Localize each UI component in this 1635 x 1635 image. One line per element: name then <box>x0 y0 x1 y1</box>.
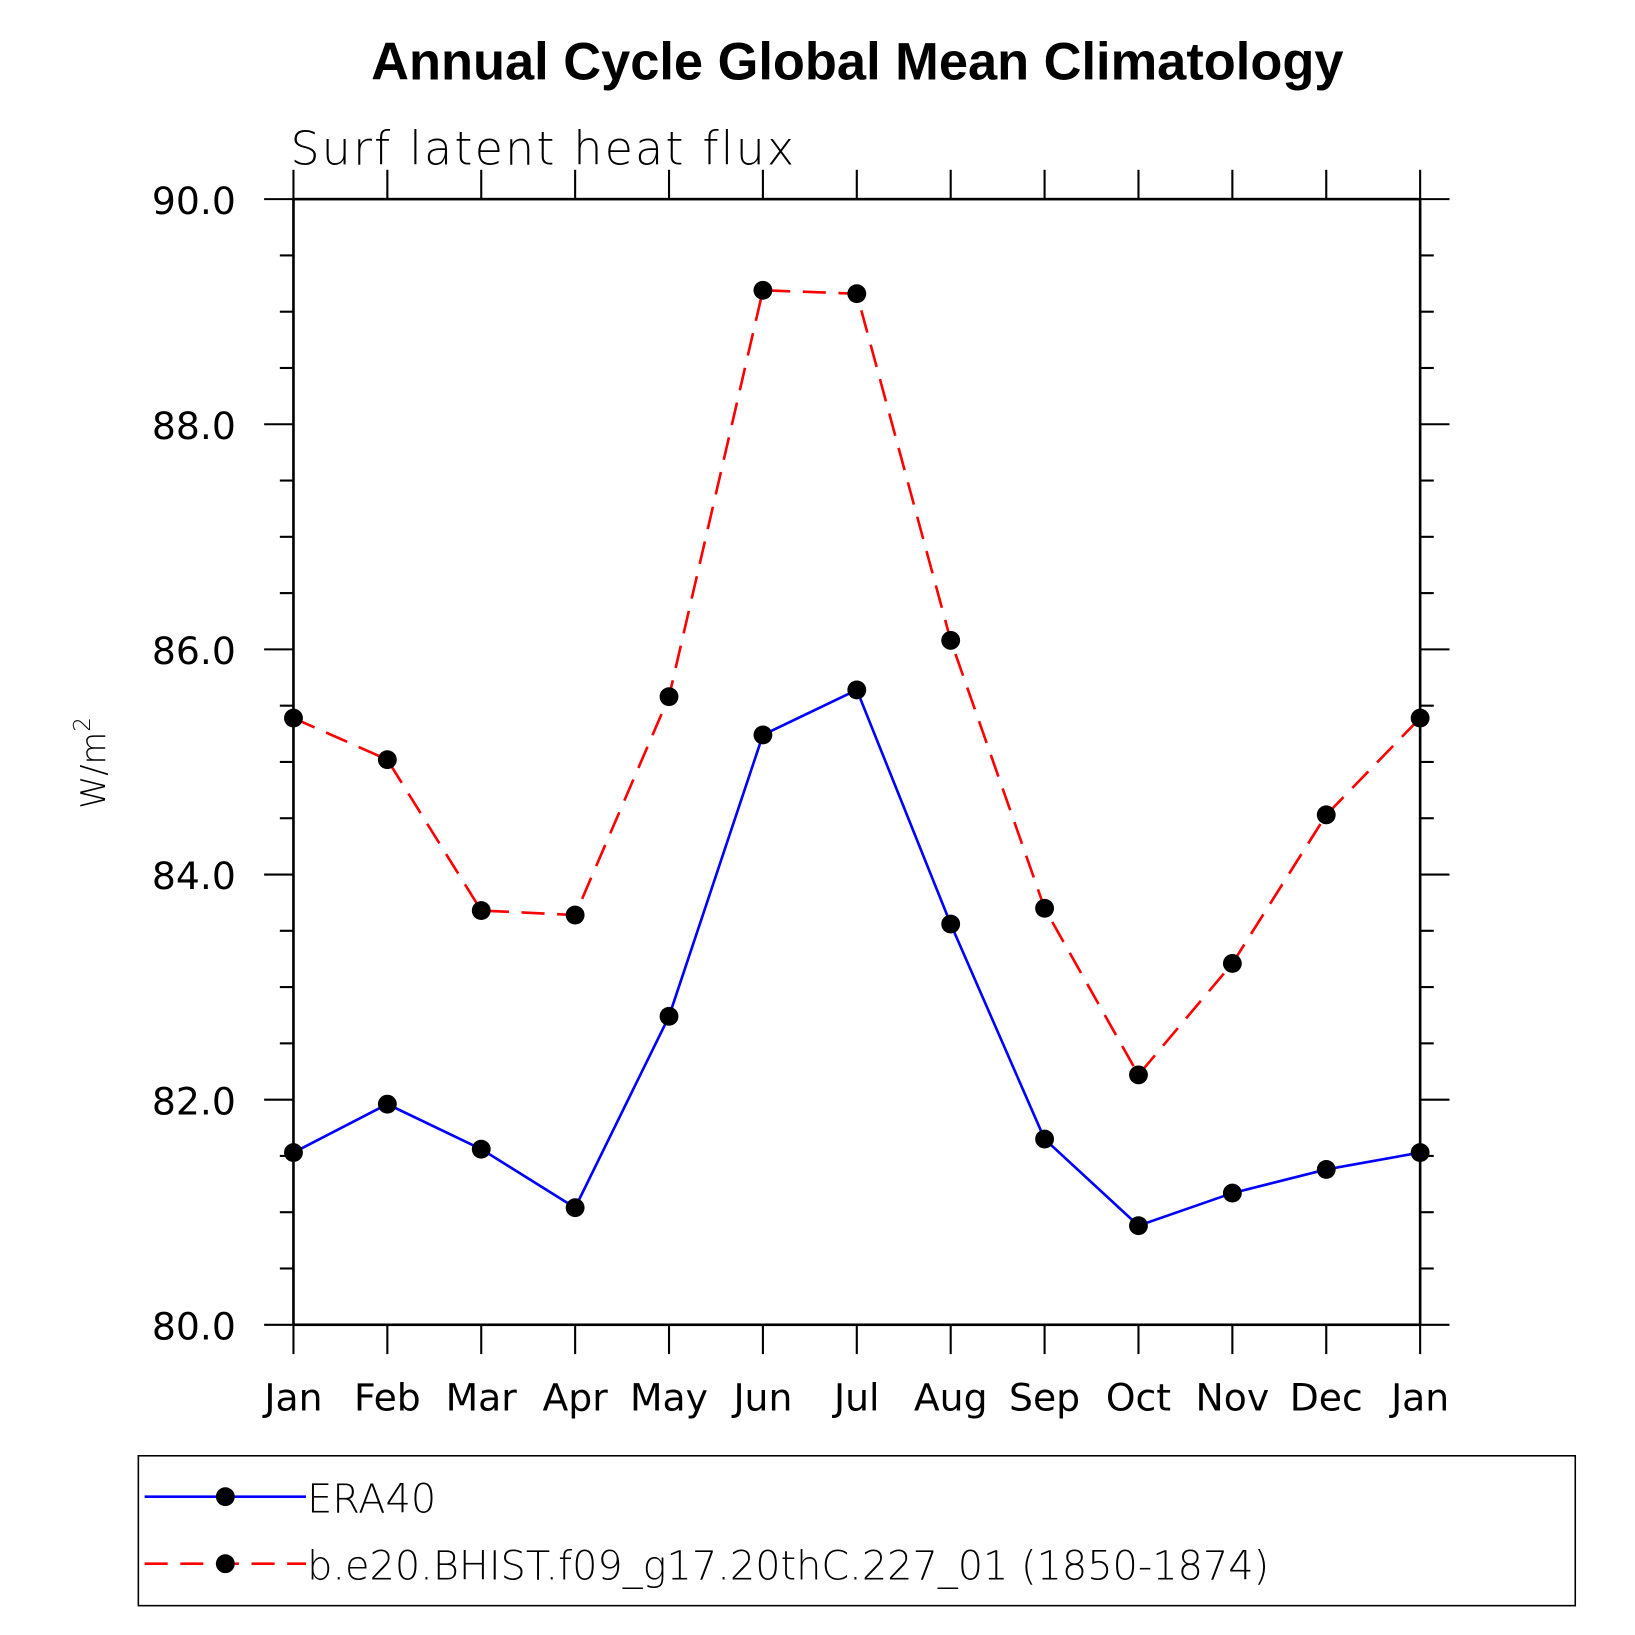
data-point <box>1035 898 1055 918</box>
data-point <box>1316 805 1336 825</box>
plot-frame <box>292 197 1422 1327</box>
chart-title: Annual Cycle Global Mean Climatology <box>371 34 1343 92</box>
chart-subtitle: Surf latent heat flux <box>290 122 796 176</box>
y-tick-label: 82.0 <box>152 1079 236 1123</box>
data-point <box>284 1143 303 1162</box>
data-point <box>565 905 585 925</box>
data-point <box>1222 1183 1242 1203</box>
data-point <box>1410 708 1430 728</box>
x-tick-label: Jan <box>262 1376 322 1420</box>
x-tick-label: Sep <box>1009 1376 1080 1420</box>
series-line-0 <box>292 688 1421 1228</box>
data-point <box>471 901 491 920</box>
x-tick-label: Oct <box>1106 1376 1171 1420</box>
data-point <box>941 914 961 934</box>
data-point <box>377 750 397 770</box>
data-point <box>1222 954 1242 973</box>
data-point <box>1129 1216 1148 1236</box>
data-point <box>1035 1129 1055 1149</box>
data-point <box>471 1139 491 1159</box>
legend: ERA40 b.e20.BHIST.f09_g17.20thC.227_01 (1… <box>137 1454 1577 1607</box>
legend-marker <box>215 1554 235 1574</box>
series-layer <box>284 280 1430 1236</box>
data-point <box>1129 1065 1148 1085</box>
data-point <box>659 1006 679 1026</box>
y-tick-label: 84.0 <box>152 854 236 898</box>
y-tick-label: 86.0 <box>152 629 236 673</box>
legend-label: b.e20.BHIST.f09_g17.20thC.227_01 (1850-1… <box>307 1543 1269 1589</box>
y-tick-label: 80.0 <box>152 1304 236 1348</box>
data-point <box>1316 1159 1336 1179</box>
data-point <box>753 280 773 300</box>
data-point <box>847 284 867 304</box>
x-tick-label: May <box>630 1376 708 1420</box>
axes: 80.0 82.0 84.0 86.0 88.0 90.0 Jan Feb Mar Apr May J… <box>152 169 1450 1420</box>
data-point <box>659 687 679 707</box>
data-point <box>284 708 303 728</box>
legend-label: ERA40 <box>307 1476 436 1522</box>
y-tick-label: 90.0 <box>152 179 236 223</box>
data-point <box>1410 1143 1430 1162</box>
legend-box <box>137 1454 1577 1607</box>
data-point <box>753 725 773 745</box>
x-tick-label: Aug <box>914 1376 988 1420</box>
data-point <box>941 630 961 650</box>
x-tick-label: Jul <box>832 1376 880 1420</box>
y-axis-label: W/m2 <box>70 717 113 809</box>
x-tick-label: Dec <box>1290 1376 1363 1420</box>
legend-marker <box>215 1487 235 1507</box>
x-tick-label: Mar <box>446 1376 518 1420</box>
x-tick-label: Jan <box>1389 1376 1449 1420</box>
data-point <box>847 680 867 700</box>
x-tick-label: Nov <box>1196 1376 1270 1420</box>
y-tick-label: 88.0 <box>152 404 236 448</box>
x-tick-label: Jun <box>731 1376 792 1420</box>
data-point <box>377 1094 397 1114</box>
data-point <box>565 1198 585 1218</box>
x-tick-label: Apr <box>542 1376 608 1420</box>
x-tick-label: Feb <box>354 1376 421 1420</box>
